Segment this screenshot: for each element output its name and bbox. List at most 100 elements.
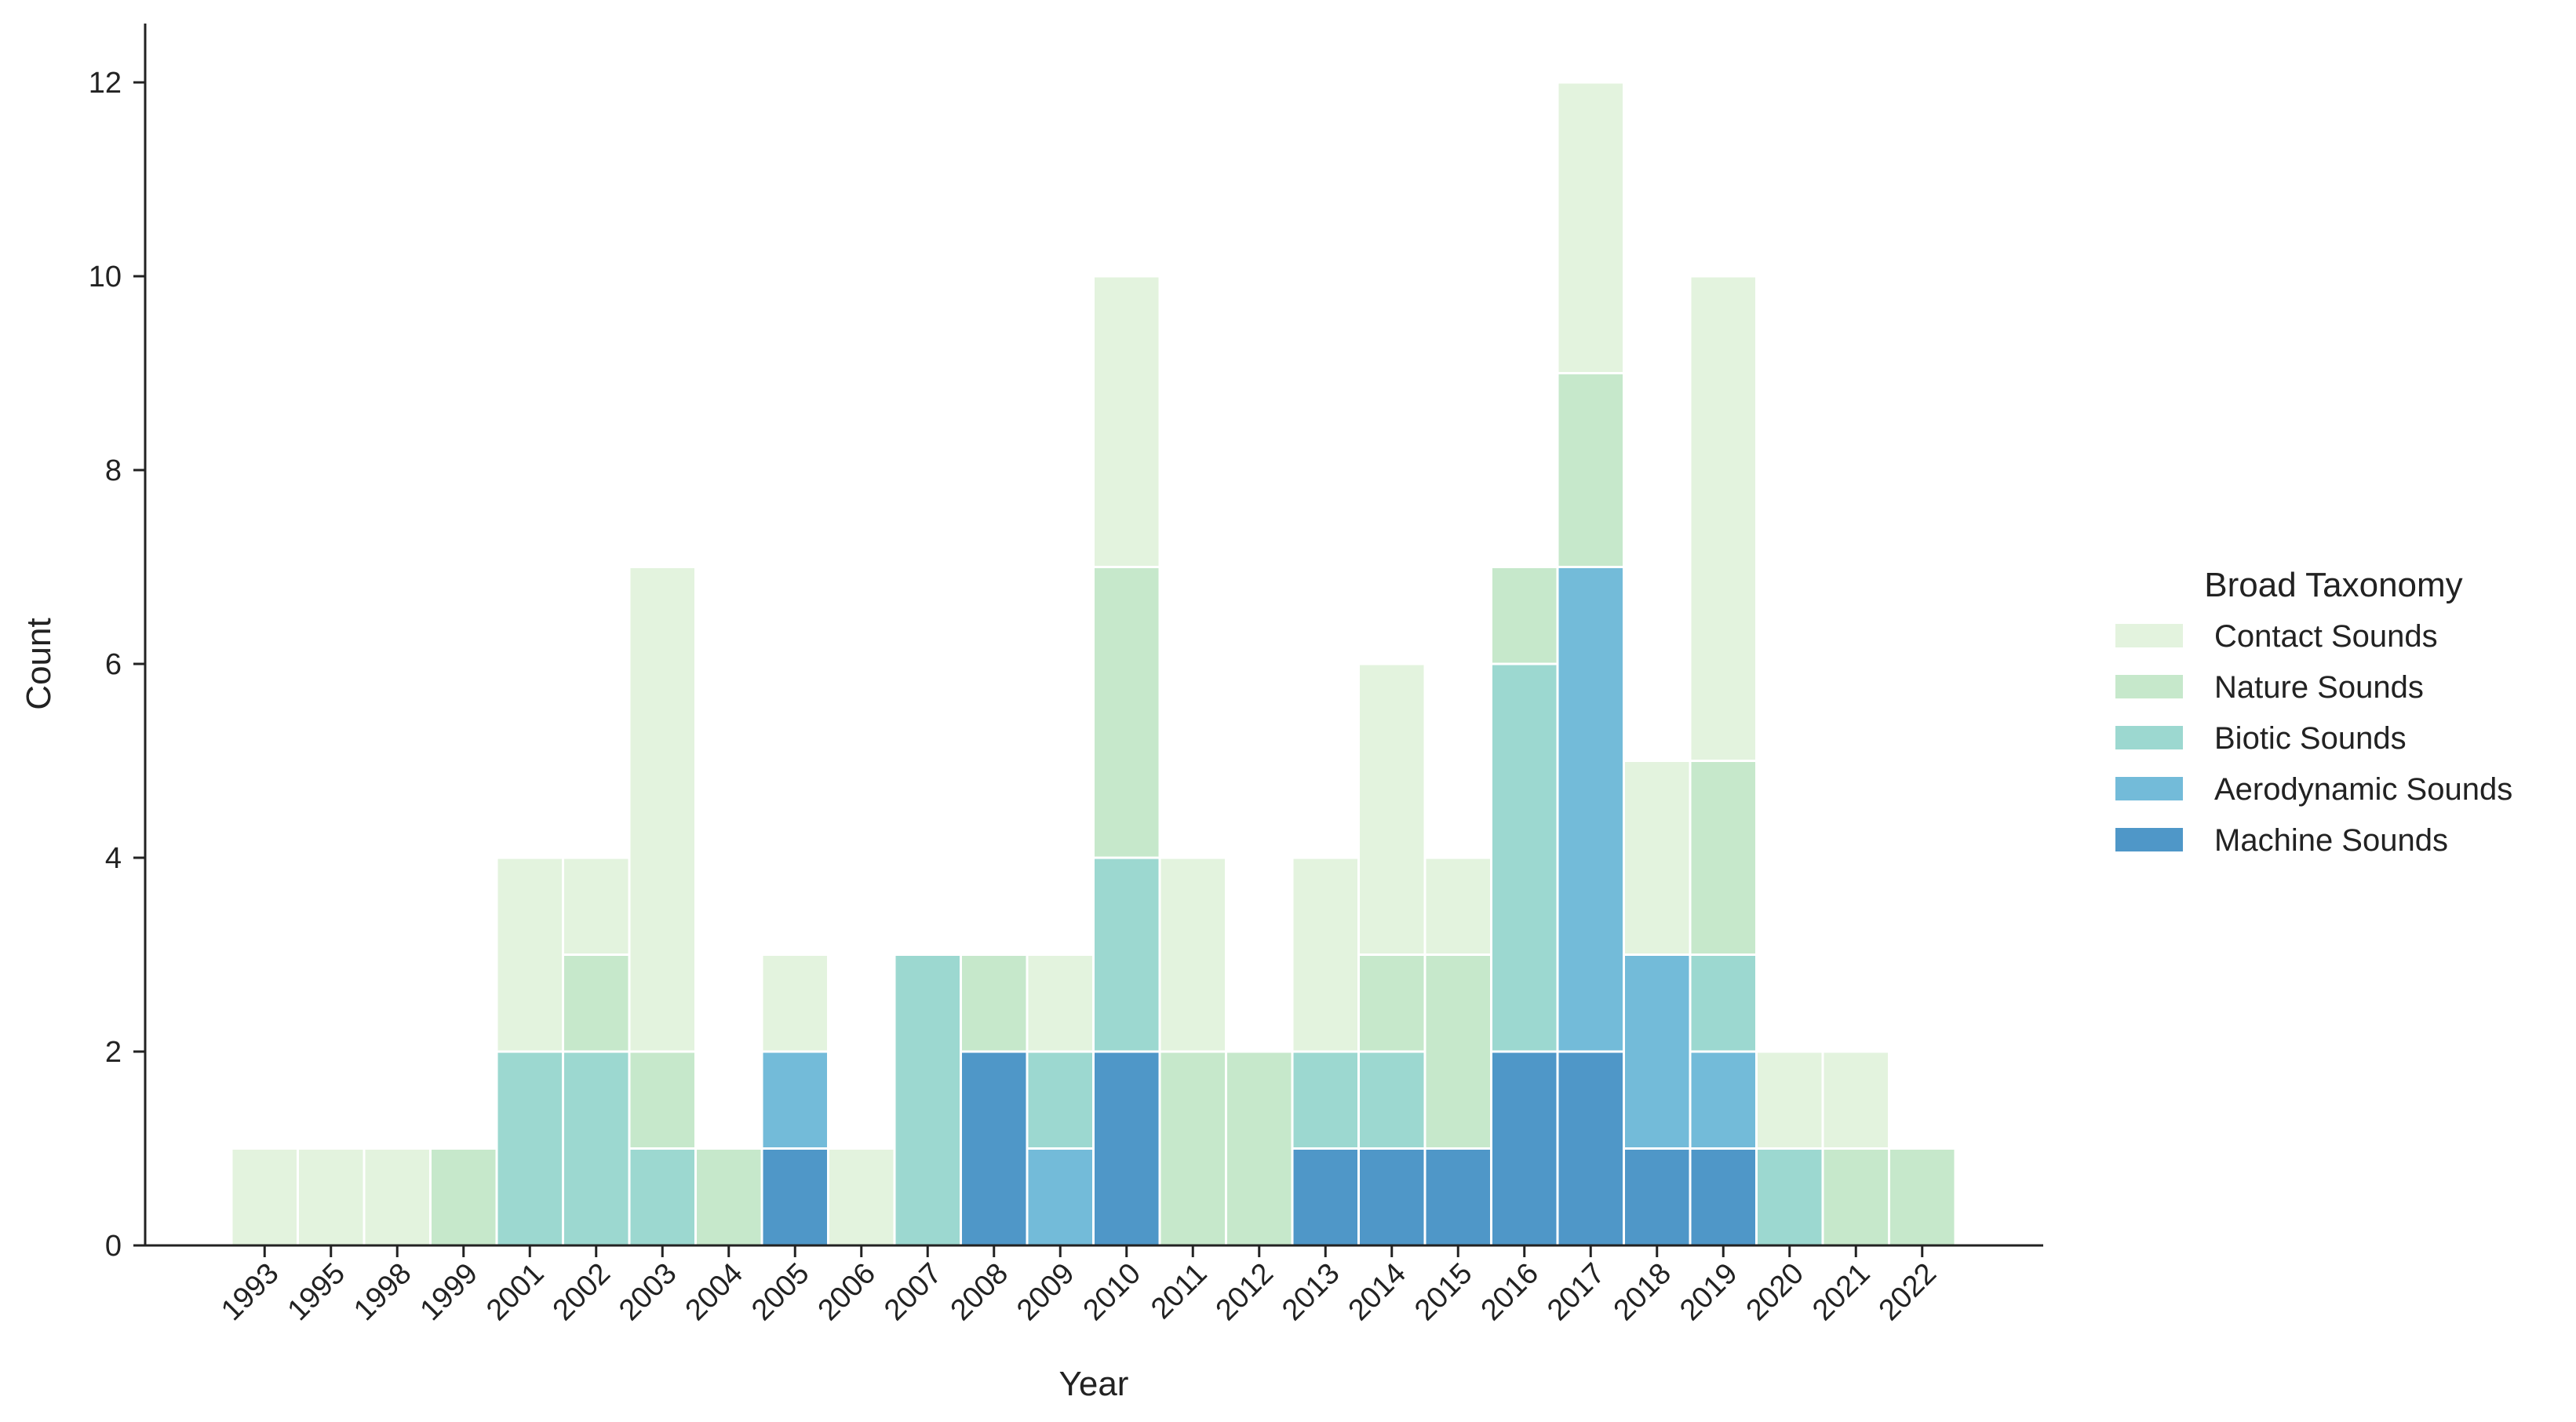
bar-segment-machine-sounds-2017 — [1556, 1050, 1625, 1247]
bar-segment-contact-sounds-2011 — [1158, 856, 1227, 1053]
bar-segment-contact-sounds-2019 — [1689, 275, 1758, 762]
x-tick-label: 2021 — [1806, 1257, 1876, 1327]
bar-segment-biotic-sounds-2010 — [1092, 856, 1161, 1053]
y-tick-label: 6 — [105, 648, 122, 681]
x-tick-label: 2005 — [745, 1257, 815, 1327]
bar-segment-machine-sounds-2005 — [760, 1147, 829, 1247]
x-tick-label: 2009 — [1011, 1257, 1080, 1327]
y-tick-label: 4 — [105, 842, 122, 875]
bar-segment-contact-sounds-2005 — [760, 953, 829, 1053]
legend-swatch — [2115, 726, 2183, 749]
bar-segment-contact-sounds-2021 — [1821, 1050, 1890, 1150]
bar-segment-machine-sounds-2019 — [1689, 1147, 1758, 1247]
bar-segment-nature-sounds-2016 — [1490, 566, 1559, 665]
bar-segment-biotic-sounds-2013 — [1291, 1050, 1360, 1150]
x-tick-label: 2001 — [480, 1257, 550, 1327]
bar-segment-machine-sounds-2010 — [1092, 1050, 1161, 1247]
bar-segment-nature-sounds-1999 — [429, 1147, 498, 1247]
x-tick-label: 2018 — [1608, 1257, 1678, 1327]
bar-segment-machine-sounds-2018 — [1623, 1147, 1692, 1247]
axes-group — [144, 24, 2043, 1247]
legend-swatch — [2115, 828, 2183, 851]
x-tick-label: 2014 — [1343, 1257, 1412, 1327]
bar-segment-biotic-sounds-2007 — [893, 953, 962, 1247]
bars-group — [230, 81, 1957, 1247]
bar-segment-contact-sounds-1998 — [363, 1147, 432, 1247]
y-axis-label: Count — [20, 618, 58, 709]
legend-entry-label: Aerodynamic Sounds — [2214, 772, 2512, 807]
legend-entry-label: Contact Sounds — [2214, 619, 2438, 654]
bar-segment-contact-sounds-2003 — [628, 566, 697, 1053]
bar-segment-contact-sounds-2002 — [562, 856, 631, 956]
bar-segment-machine-sounds-2013 — [1291, 1147, 1360, 1247]
x-tick-label: 2010 — [1077, 1257, 1147, 1327]
x-tick-label: 2011 — [1145, 1257, 1213, 1325]
legend-swatch — [2115, 675, 2183, 698]
bar-segment-biotic-sounds-2016 — [1490, 662, 1559, 1053]
bar-segment-biotic-sounds-2001 — [495, 1050, 564, 1247]
bar-segment-biotic-sounds-2014 — [1357, 1050, 1426, 1150]
y-tick-label: 0 — [105, 1230, 122, 1263]
bar-segment-aerodynamic-sounds-2018 — [1623, 953, 1692, 1150]
bar-segment-aerodynamic-sounds-2005 — [760, 1050, 829, 1150]
x-tick-label: 2015 — [1408, 1257, 1478, 1327]
bar-segment-nature-sounds-2019 — [1689, 760, 1758, 956]
x-tick-label: 2016 — [1475, 1257, 1545, 1327]
legend-swatch — [2115, 777, 2183, 800]
bar-segment-nature-sounds-2010 — [1092, 566, 1161, 859]
y-ticks-group: 0 2 4 6 8 10 12 — [89, 67, 145, 1263]
x-axis-label: Year — [1059, 1365, 1129, 1403]
bar-segment-aerodynamic-sounds-2017 — [1556, 566, 1625, 1053]
bar-segment-biotic-sounds-2002 — [562, 1050, 631, 1247]
bar-segment-biotic-sounds-2009 — [1026, 1050, 1095, 1150]
bar-segment-nature-sounds-2003 — [628, 1050, 697, 1150]
bar-segment-contact-sounds-2018 — [1623, 760, 1692, 956]
bar-segment-contact-sounds-2009 — [1026, 953, 1095, 1053]
bar-segment-contact-sounds-1993 — [230, 1147, 299, 1247]
x-tick-label: 2003 — [613, 1257, 683, 1327]
bar-segment-nature-sounds-2002 — [562, 953, 631, 1053]
bar-segment-contact-sounds-2006 — [827, 1147, 896, 1247]
bar-segment-contact-sounds-2017 — [1556, 81, 1625, 374]
bar-segment-nature-sounds-2022 — [1888, 1147, 1957, 1247]
bar-segment-machine-sounds-2015 — [1423, 1147, 1492, 1247]
x-tick-label: 1993 — [215, 1257, 285, 1327]
y-tick-label: 10 — [89, 261, 122, 294]
x-tick-label: 2020 — [1740, 1257, 1810, 1327]
bar-segment-nature-sounds-2004 — [694, 1147, 763, 1247]
x-tick-label: 2019 — [1674, 1257, 1743, 1327]
bar-segment-nature-sounds-2021 — [1821, 1147, 1890, 1247]
bar-segment-biotic-sounds-2019 — [1689, 953, 1758, 1053]
legend-entry-label: Machine Sounds — [2214, 823, 2448, 858]
x-tick-label: 2008 — [945, 1257, 1015, 1327]
x-tick-label: 1995 — [282, 1257, 352, 1327]
y-tick-label: 8 — [105, 454, 122, 487]
bar-segment-contact-sounds-1995 — [297, 1147, 366, 1247]
bar-segment-machine-sounds-2008 — [960, 1050, 1029, 1247]
x-tick-label: 2006 — [812, 1257, 882, 1327]
bar-segment-contact-sounds-2014 — [1357, 662, 1426, 956]
bar-segment-contact-sounds-2010 — [1092, 275, 1161, 568]
x-tick-label: 2007 — [878, 1257, 948, 1327]
legend-swatch — [2115, 624, 2183, 647]
bar-segment-contact-sounds-2001 — [495, 856, 564, 1053]
bar-segment-biotic-sounds-2020 — [1755, 1147, 1824, 1247]
bar-segment-aerodynamic-sounds-2009 — [1026, 1147, 1095, 1247]
x-tick-label: 2004 — [680, 1257, 749, 1327]
x-ticks-group: 1993199519981999200120022003200420052006… — [215, 1245, 1943, 1327]
x-tick-label: 2017 — [1541, 1257, 1611, 1327]
x-tick-label: 2013 — [1276, 1257, 1346, 1327]
bar-segment-machine-sounds-2014 — [1357, 1147, 1426, 1247]
legend-entry-label: Nature Sounds — [2214, 670, 2424, 705]
bar-segment-biotic-sounds-2003 — [628, 1147, 697, 1247]
bar-segment-nature-sounds-2011 — [1158, 1050, 1227, 1247]
x-tick-label: 2022 — [1873, 1257, 1943, 1327]
bar-segment-machine-sounds-2016 — [1490, 1050, 1559, 1247]
x-tick-label: 1998 — [348, 1257, 417, 1327]
bar-segment-nature-sounds-2014 — [1357, 953, 1426, 1053]
legend-entry-label: Biotic Sounds — [2214, 721, 2407, 756]
y-tick-label: 2 — [105, 1036, 122, 1069]
x-tick-label: 2012 — [1210, 1257, 1280, 1327]
bar-segment-nature-sounds-2012 — [1225, 1050, 1294, 1247]
